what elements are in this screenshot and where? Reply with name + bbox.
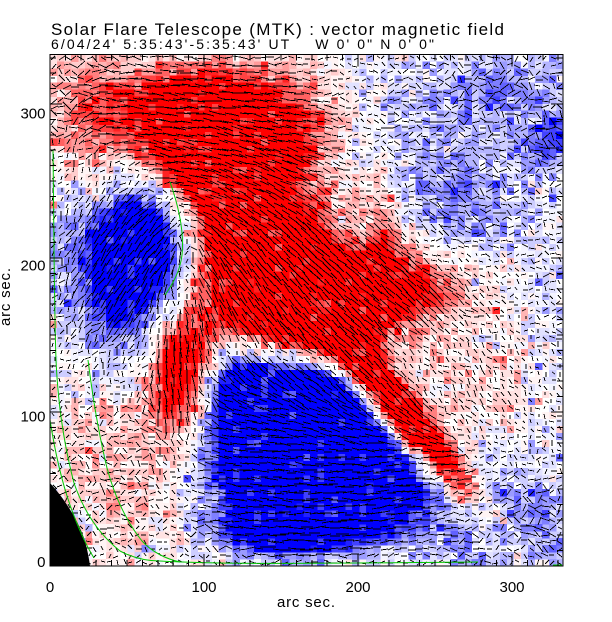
svg-text:arc sec.: arc sec. — [0, 268, 14, 326]
svg-text:300: 300 — [499, 579, 524, 596]
svg-text:200: 200 — [345, 579, 370, 596]
svg-text:200: 200 — [20, 257, 45, 274]
svg-text:100: 100 — [20, 409, 45, 426]
svg-text:6/04/24' 5:35:43'-5:35:43' UT: 6/04/24' 5:35:43'-5:35:43' UT W 0' 0" N … — [51, 36, 434, 52]
svg-text:300: 300 — [20, 105, 45, 122]
svg-text:arc sec.: arc sec. — [277, 594, 335, 611]
svg-text:0: 0 — [46, 579, 54, 596]
svg-text:100: 100 — [191, 579, 216, 596]
svg-text:Solar Flare Telescope (MTK) :: Solar Flare Telescope (MTK) : vector mag… — [51, 20, 504, 39]
svg-text:0: 0 — [37, 554, 45, 571]
